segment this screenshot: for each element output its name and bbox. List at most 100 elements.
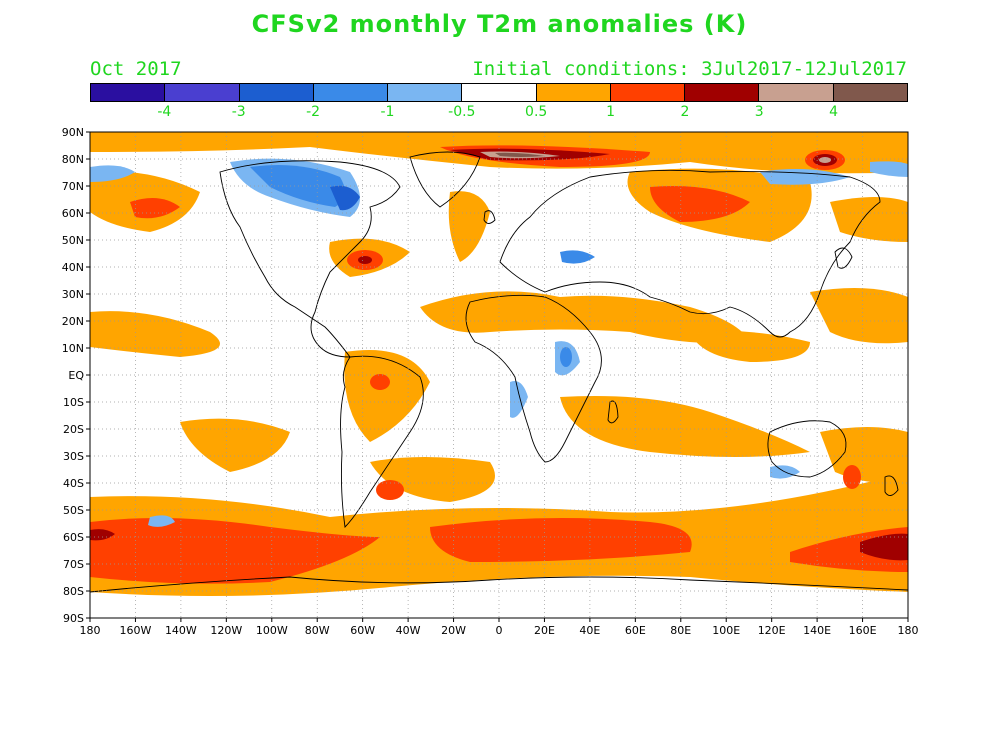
longitude-label: 0 xyxy=(496,624,503,637)
longitude-label: 140E xyxy=(803,624,831,637)
anomaly-map: 90N 80N 70N 60N 50N 40N 30N 20N 10N EQ 10S 20S 30S 40… xyxy=(62,126,919,637)
strong-warm-anomaly-region xyxy=(843,465,861,489)
longitude-label: 180 xyxy=(80,624,101,637)
uk-coastline xyxy=(483,210,496,224)
cold-anomaly-region xyxy=(760,168,850,185)
latitude-label: 60S xyxy=(63,531,84,544)
axis-ticks xyxy=(86,131,909,622)
warm-anomaly-region xyxy=(180,418,290,472)
cold-anomaly-region xyxy=(870,161,908,177)
colorbar-label: -2 xyxy=(306,104,321,120)
initial-conditions: Initial conditions: 3Jul2017-12Jul2017 xyxy=(472,58,907,80)
latitude-label: 60N xyxy=(62,207,84,220)
latitude-label: 90S xyxy=(63,612,84,625)
cold-anomaly-region xyxy=(148,515,175,527)
colorbar-swatch xyxy=(313,84,389,101)
colorbar-label: 1 xyxy=(606,104,615,120)
colorbar-label: -4 xyxy=(157,104,172,120)
strong-cold-anomaly-region xyxy=(330,185,360,211)
anomaly-fields xyxy=(90,132,908,596)
greenland-coastline xyxy=(409,151,481,208)
colorbar-labels: -4 -3 -2 -1 -0.5 0.5 1 2 3 4 xyxy=(90,104,908,122)
moderate-cold-anomaly-region xyxy=(250,164,345,207)
latitude-label: 50N xyxy=(62,234,84,247)
colorbar-swatch xyxy=(388,84,463,101)
colorbar xyxy=(90,83,908,102)
cold-anomaly-region xyxy=(510,381,528,418)
map-graticule xyxy=(90,132,908,618)
very-extreme-warm-anomaly-region xyxy=(819,157,831,163)
latitude-label: 20S xyxy=(63,423,84,436)
longitude-label: 160E xyxy=(849,624,877,637)
antarctica-coastline xyxy=(89,576,909,593)
colorbar-swatch xyxy=(91,84,166,101)
colorbar-swatch xyxy=(536,84,611,101)
longitude-labels: 180 160W 140W 120W 100W 80W 60W 40W 20W 0 20E 40E 60… xyxy=(80,624,919,637)
warm-anomaly-region xyxy=(420,291,750,344)
longitude-label: 160W xyxy=(120,624,152,637)
colorbar-swatch xyxy=(462,84,537,101)
cold-anomaly-region xyxy=(560,250,595,264)
latitude-label: 80S xyxy=(63,585,84,598)
north-america-coastline xyxy=(219,160,401,358)
longitude-label: 180 xyxy=(898,624,919,637)
latitude-label: 40S xyxy=(63,477,84,490)
strong-warm-anomaly-region xyxy=(90,518,380,584)
longitude-label: 20E xyxy=(534,624,555,637)
colorbar-swatch xyxy=(165,84,240,101)
strong-warm-anomaly-region xyxy=(430,518,692,562)
new-zealand-coastline xyxy=(884,475,899,496)
madagascar-coastline xyxy=(607,400,619,424)
latitude-label: 80N xyxy=(62,153,84,166)
strong-warm-anomaly-region xyxy=(376,480,404,500)
latitude-label: 20N xyxy=(62,315,84,328)
latitude-label: 30N xyxy=(62,288,84,301)
forecast-period: Oct 2017 xyxy=(90,58,182,80)
moderate-cold-anomaly-region xyxy=(560,347,572,367)
longitude-label: 140W xyxy=(165,624,197,637)
latitude-label: 30S xyxy=(63,450,84,463)
longitude-label: 100E xyxy=(712,624,740,637)
latitude-label: 10N xyxy=(62,342,84,355)
colorbar-label: -3 xyxy=(231,104,246,120)
colorbar-label: -1 xyxy=(380,104,395,120)
strong-warm-anomaly-region xyxy=(370,374,390,390)
longitude-label: 40E xyxy=(579,624,600,637)
longitude-label: 60W xyxy=(350,624,375,637)
longitude-label: 60E xyxy=(625,624,646,637)
longitude-label: 120E xyxy=(758,624,786,637)
warm-anomaly-region xyxy=(370,457,495,502)
colorbar-label: 4 xyxy=(829,104,839,120)
colorbar-label: 2 xyxy=(680,104,690,120)
longitude-label: 40W xyxy=(396,624,421,637)
japan-coastline xyxy=(834,247,853,269)
colorbar-swatch xyxy=(833,84,907,101)
longitude-label: 80E xyxy=(670,624,691,637)
colorbar-swatch xyxy=(685,84,760,101)
map-title: CFSv2 monthly T2m anomalies (K) xyxy=(251,10,748,38)
cold-anomaly-region xyxy=(90,165,135,182)
latitude-label: 70S xyxy=(63,558,84,571)
cold-anomalies xyxy=(90,158,908,527)
colorbar-label: 3 xyxy=(754,104,764,120)
warm-anomaly-region xyxy=(90,311,220,357)
colorbar-swatch xyxy=(759,84,834,101)
extreme-warm-anomaly-region xyxy=(860,533,908,561)
longitude-label: 100W xyxy=(256,624,288,637)
latitude-label: 40N xyxy=(62,261,84,274)
latitude-label: 70N xyxy=(62,180,84,193)
coastlines xyxy=(89,151,909,593)
latitude-label: 50S xyxy=(63,504,84,517)
colorbar-swatch xyxy=(610,84,686,101)
warm-anomaly-region xyxy=(560,396,810,457)
warm-anomaly-region xyxy=(820,427,908,484)
warm-anomaly-region xyxy=(448,191,490,262)
latitude-label: EQ xyxy=(68,369,84,382)
australia-coastline xyxy=(767,420,847,478)
south-america-coastline xyxy=(340,355,424,528)
very-extreme-warm-anomaly-region xyxy=(495,152,545,157)
latitude-label: 10S xyxy=(63,396,84,409)
latitude-label: 90N xyxy=(62,126,84,139)
warm-anomaly-region xyxy=(690,330,810,362)
colorbar-swatch xyxy=(239,84,314,101)
